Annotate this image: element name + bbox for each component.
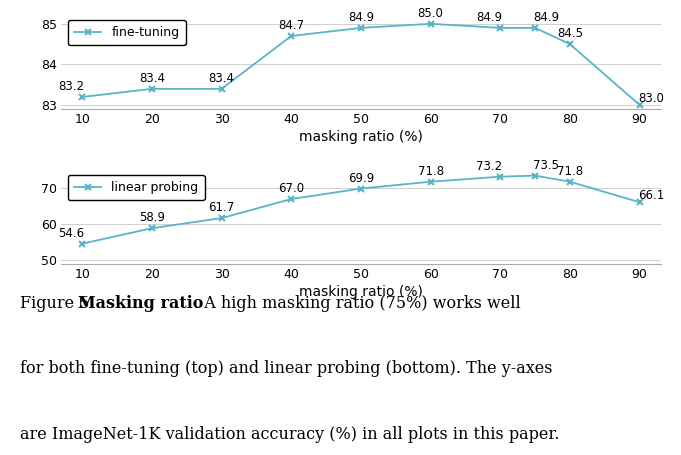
Text: 83.4: 83.4 [139,72,165,85]
Text: for both fine-tuning (top) and linear probing (bottom). The y-axes: for both fine-tuning (top) and linear pr… [20,360,553,377]
Legend: linear probing: linear probing [67,175,205,200]
Text: 84.5: 84.5 [557,27,583,40]
Text: 84.9: 84.9 [348,11,374,24]
Text: 54.6: 54.6 [58,227,84,240]
Text: 61.7: 61.7 [208,201,235,214]
Text: Figure 5.: Figure 5. [20,295,100,312]
Text: 83.2: 83.2 [58,80,84,93]
Text: 83.4: 83.4 [208,72,234,85]
Text: 58.9: 58.9 [139,211,165,224]
Text: 84.9: 84.9 [476,11,503,24]
X-axis label: masking ratio (%): masking ratio (%) [299,131,423,145]
Text: 69.9: 69.9 [348,172,374,185]
Text: 71.8: 71.8 [417,165,444,178]
Text: 84.7: 84.7 [278,19,304,32]
Legend: fine-tuning: fine-tuning [67,20,186,46]
Text: 71.8: 71.8 [557,165,583,178]
Text: are ImageNet-1K validation accuracy (%) in all plots in this paper.: are ImageNet-1K validation accuracy (%) … [20,426,560,443]
Text: 67.0: 67.0 [278,182,304,195]
Text: 84.9: 84.9 [533,11,559,24]
Text: . A high masking ratio (75%) works well: . A high masking ratio (75%) works well [194,295,521,312]
Text: 73.5: 73.5 [533,159,559,172]
X-axis label: masking ratio (%): masking ratio (%) [299,285,423,299]
Text: Masking ratio: Masking ratio [78,295,204,312]
Text: 83.0: 83.0 [638,92,664,105]
Text: 85.0: 85.0 [417,7,443,20]
Text: 73.2: 73.2 [476,160,503,173]
Text: 66.1: 66.1 [637,189,664,202]
